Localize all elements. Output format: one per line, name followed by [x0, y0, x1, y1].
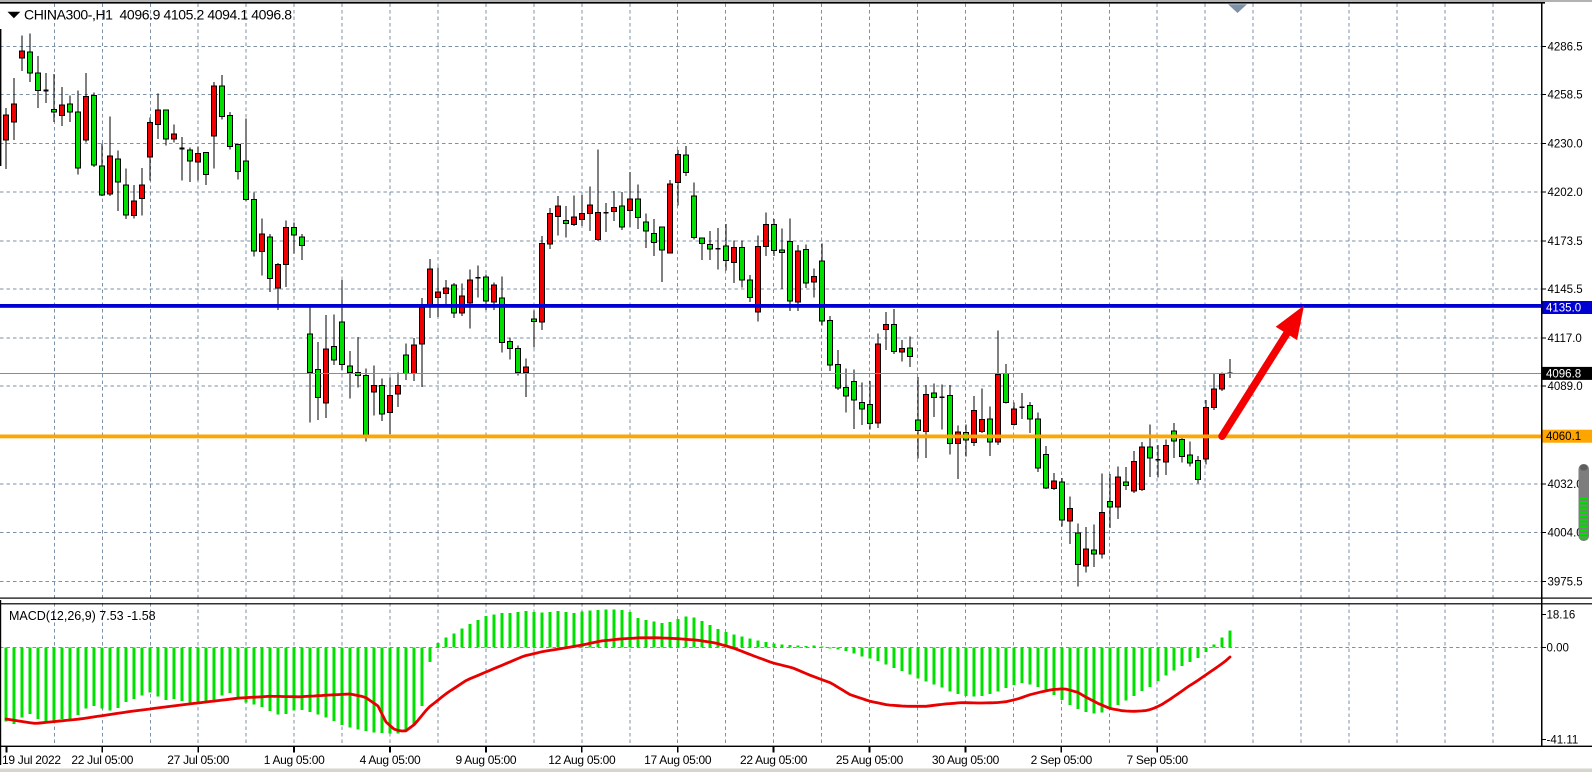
- svg-text:22 Aug 05:00: 22 Aug 05:00: [740, 753, 808, 767]
- svg-text:MACD(12,26,9) 7.53 -1.58: MACD(12,26,9) 7.53 -1.58: [9, 609, 156, 623]
- svg-text:25 Aug 05:00: 25 Aug 05:00: [836, 753, 904, 767]
- svg-text:22 Jul 05:00: 22 Jul 05:00: [71, 753, 133, 767]
- svg-text:12 Aug 05:00: 12 Aug 05:00: [548, 753, 616, 767]
- svg-text:4202.0: 4202.0: [1548, 187, 1583, 199]
- svg-text:18.16: 18.16: [1547, 610, 1576, 622]
- svg-text:1 Aug 05:00: 1 Aug 05:00: [264, 753, 325, 767]
- svg-text:27 Jul 05:00: 27 Jul 05:00: [167, 753, 229, 767]
- svg-text:17 Aug 05:00: 17 Aug 05:00: [644, 753, 712, 767]
- svg-text:4117.0: 4117.0: [1548, 333, 1582, 345]
- svg-text:30 Aug 05:00: 30 Aug 05:00: [932, 753, 1000, 767]
- svg-text:4032.0: 4032.0: [1548, 479, 1583, 491]
- svg-text:7 Sep 05:00: 7 Sep 05:00: [1126, 753, 1188, 767]
- svg-text:4258.5: 4258.5: [1548, 90, 1583, 102]
- svg-text:4060.1: 4060.1: [1546, 431, 1581, 443]
- svg-text:4135.0: 4135.0: [1546, 303, 1581, 315]
- svg-text:4004.0: 4004.0: [1548, 527, 1583, 539]
- svg-text:2 Sep 05:00: 2 Sep 05:00: [1031, 753, 1093, 767]
- svg-text:4096.8: 4096.8: [1546, 368, 1581, 380]
- svg-text:19 Jul 2022: 19 Jul 2022: [2, 753, 61, 767]
- svg-text:4145.5: 4145.5: [1548, 284, 1583, 296]
- svg-text:4173.5: 4173.5: [1548, 236, 1583, 248]
- svg-text:CHINA300-,H1 4096.9 4105.2 40: CHINA300-,H1 4096.9 4105.2 4094.1 4096.8: [24, 7, 292, 23]
- svg-text:9 Aug 05:00: 9 Aug 05:00: [456, 753, 517, 767]
- svg-text:3975.5: 3975.5: [1548, 576, 1583, 588]
- svg-text:-41.11: -41.11: [1547, 735, 1579, 747]
- svg-text:4 Aug 05:00: 4 Aug 05:00: [360, 753, 421, 767]
- svg-text:4230.0: 4230.0: [1548, 139, 1583, 151]
- svg-text:4286.5: 4286.5: [1548, 41, 1583, 53]
- svg-text:0.00: 0.00: [1547, 643, 1569, 655]
- svg-text:4089.0: 4089.0: [1548, 381, 1583, 393]
